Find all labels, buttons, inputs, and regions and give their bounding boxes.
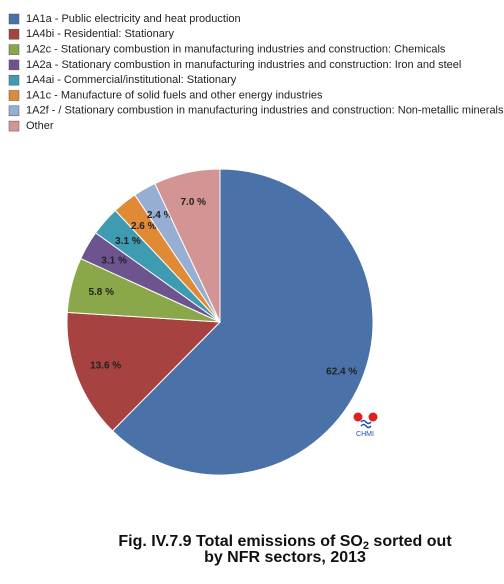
title-part: Fig. IV.7.9 Total emissions of SO	[118, 533, 363, 550]
legend-swatch	[8, 120, 20, 132]
value-label: 7.0 %	[181, 197, 207, 208]
legend-swatch	[8, 29, 20, 40]
legend-swatch	[8, 13, 20, 25]
logo-dot	[353, 412, 363, 422]
value-label: 2.4 %	[147, 210, 173, 221]
value-label: 62.4 %	[326, 367, 357, 378]
value-label: 3.1 %	[101, 255, 127, 266]
chart-title-line: by NFR sectors, 2013	[204, 549, 366, 566]
legend-label: 1A2c - Stationary combustion in manufact…	[26, 44, 446, 56]
legend-label: 1A1a - Public electricity and heat produ…	[26, 13, 241, 25]
legend-label: 1A4ai - Commercial/institutional: Statio…	[26, 74, 237, 86]
value-label: 5.8 %	[88, 287, 114, 298]
value-label: 13.6 %	[90, 360, 121, 371]
legend-label: 1A2a - Stationary combustion in manufact…	[26, 59, 461, 71]
pie-slice	[66, 311, 222, 432]
legend-swatch	[8, 90, 20, 101]
legend-swatch	[8, 74, 20, 86]
value-label: 2.6 %	[131, 221, 157, 232]
value-label: 3.1 %	[115, 236, 141, 247]
logo: CHMI	[353, 412, 378, 438]
pie-slice	[154, 168, 221, 323]
legend-swatch	[8, 59, 20, 71]
legend-label: 1A1c - Manufacture of solid fuels and ot…	[26, 89, 323, 101]
pie-slice	[111, 168, 374, 476]
title-part: sorted out	[369, 533, 452, 550]
logo-waves	[360, 419, 372, 429]
chart-title: Fig. IV.7.9 Total emissions of SO2 sorte…	[118, 533, 452, 552]
title-subscript: 2	[363, 540, 369, 552]
legend-swatch	[8, 44, 20, 55]
legend-label: Other	[26, 120, 54, 132]
logo-text: CHMI	[356, 431, 374, 438]
logo-dot	[368, 412, 378, 422]
legend-label: 1A2f - / Stationary combustion in manufa…	[26, 105, 504, 117]
legend-swatch	[8, 105, 20, 117]
legend-label: 1A4bi - Residential: Stationary	[26, 28, 174, 40]
